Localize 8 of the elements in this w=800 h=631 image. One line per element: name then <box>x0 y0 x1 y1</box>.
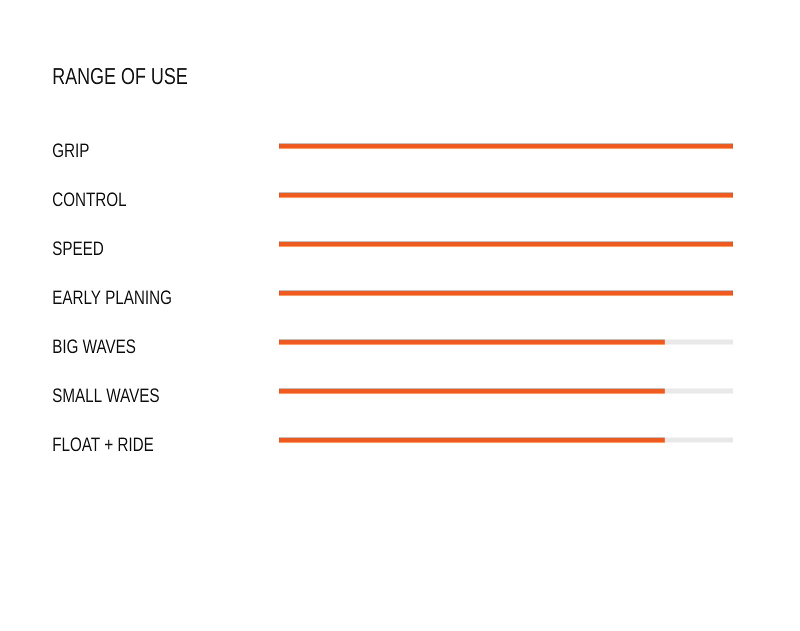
y-tick-label: SPEED <box>52 241 104 256</box>
y-tick-label: EARLY PLANING <box>53 290 171 304</box>
y-tick-label: CONTROL <box>52 192 126 206</box>
y-tick-label: FLOAT + RIDE <box>53 437 154 452</box>
y-tick-label: GRIP <box>52 143 89 158</box>
y-tick-label: SMALL WAVES <box>52 388 159 402</box>
y-tick-label: BIG WAVES <box>53 339 136 354</box>
chart-title: RANGE OF USE <box>54 68 187 84</box>
